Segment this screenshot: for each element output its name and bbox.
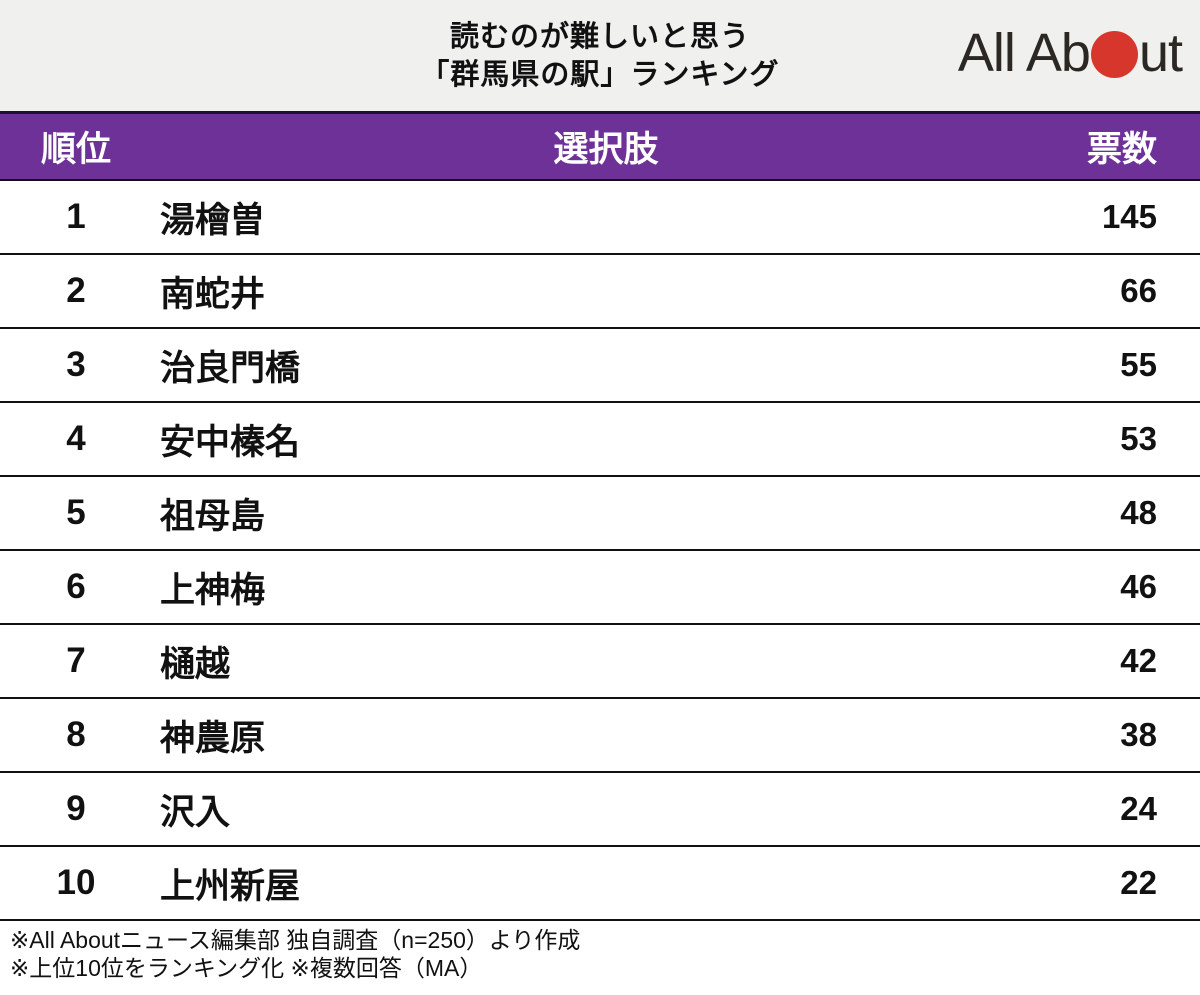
rank-cell: 9 [66,789,86,828]
station-name-cell: 樋越 [160,644,231,684]
station-name-cell: 沢入 [160,792,231,832]
votes-cell: 22 [1120,864,1157,901]
rank-cell: 1 [66,197,86,236]
logo-text-left: All Ab [957,23,1091,83]
votes-cell: 145 [1101,198,1157,235]
logo-text-right: ut [1138,23,1183,83]
votes-cell: 48 [1120,494,1157,531]
table-row: 1 湯檜曽 145 [0,181,1200,255]
rank-cell: 4 [66,419,86,458]
station-name-cell: 湯檜曽 [160,200,266,240]
logo-red-dot-icon [1090,31,1138,78]
station-name-cell: 祖母島 [160,496,266,536]
station-name-cell: 上神梅 [160,570,266,610]
column-header-rank: 順位 [40,130,111,169]
rank-cell: 2 [66,271,86,310]
rank-cell: 7 [66,641,86,680]
votes-cell: 55 [1120,346,1157,383]
rank-cell: 10 [56,863,96,902]
table-row: 10 上州新屋 22 [0,847,1200,921]
station-name-cell: 治良門橋 [160,348,301,388]
rank-cell: 5 [66,493,86,532]
votes-cell: 53 [1120,420,1157,457]
table-row: 4 安中榛名 53 [0,403,1200,477]
footnote-source: ※All Aboutニュース編集部 独自調査（n=250）より作成 [10,927,581,953]
votes-cell: 46 [1120,568,1157,605]
station-name-cell: 上州新屋 [160,866,301,906]
station-name-cell: 神農原 [160,718,266,758]
table-row: 3 治良門橋 55 [0,329,1200,403]
votes-cell: 24 [1120,790,1157,827]
page-title-line2: 「群馬県の駅」ランキング [420,59,780,91]
table-row: 5 祖母島 48 [0,477,1200,551]
rank-cell: 8 [66,715,86,754]
masthead: 読むのが難しいと思う 「群馬県の駅」ランキング All Ab ut [0,0,1200,111]
votes-cell: 38 [1120,716,1157,753]
column-header-choice: 選択肢 [553,130,659,169]
station-name-cell: 安中榛名 [160,422,301,462]
footnotes: ※All Aboutニュース編集部 独自調査（n=250）より作成 ※上位10位… [0,921,1200,995]
footnote-method: ※上位10位をランキング化 ※複数回答（MA） [10,955,483,981]
votes-cell: 66 [1120,272,1157,309]
votes-cell: 42 [1120,642,1157,679]
rank-cell: 6 [66,567,86,606]
station-name-cell: 南蛇井 [160,274,266,314]
table-row: 8 神農原 38 [0,699,1200,773]
table-row: 9 沢入 24 [0,773,1200,847]
table-row: 2 南蛇井 66 [0,255,1200,329]
page-title: 読むのが難しいと思う 「群馬県の駅」ランキング [0,18,1200,94]
table-row: 7 樋越 42 [0,625,1200,699]
table-row: 6 上神梅 46 [0,551,1200,625]
page-title-line1: 読むのが難しいと思う [449,21,750,53]
table-body: 1 湯檜曽 145 2 南蛇井 66 3 治良門橋 55 4 安中榛名 53 5 祖母島 48 6 上神梅 46 7… [0,181,1200,921]
rank-cell: 3 [66,345,86,384]
table-header-row: 順位 選択肢 票数 [0,111,1200,181]
column-header-votes: 票数 [1086,130,1157,169]
allabout-logo: All Ab ut [957,23,1183,83]
